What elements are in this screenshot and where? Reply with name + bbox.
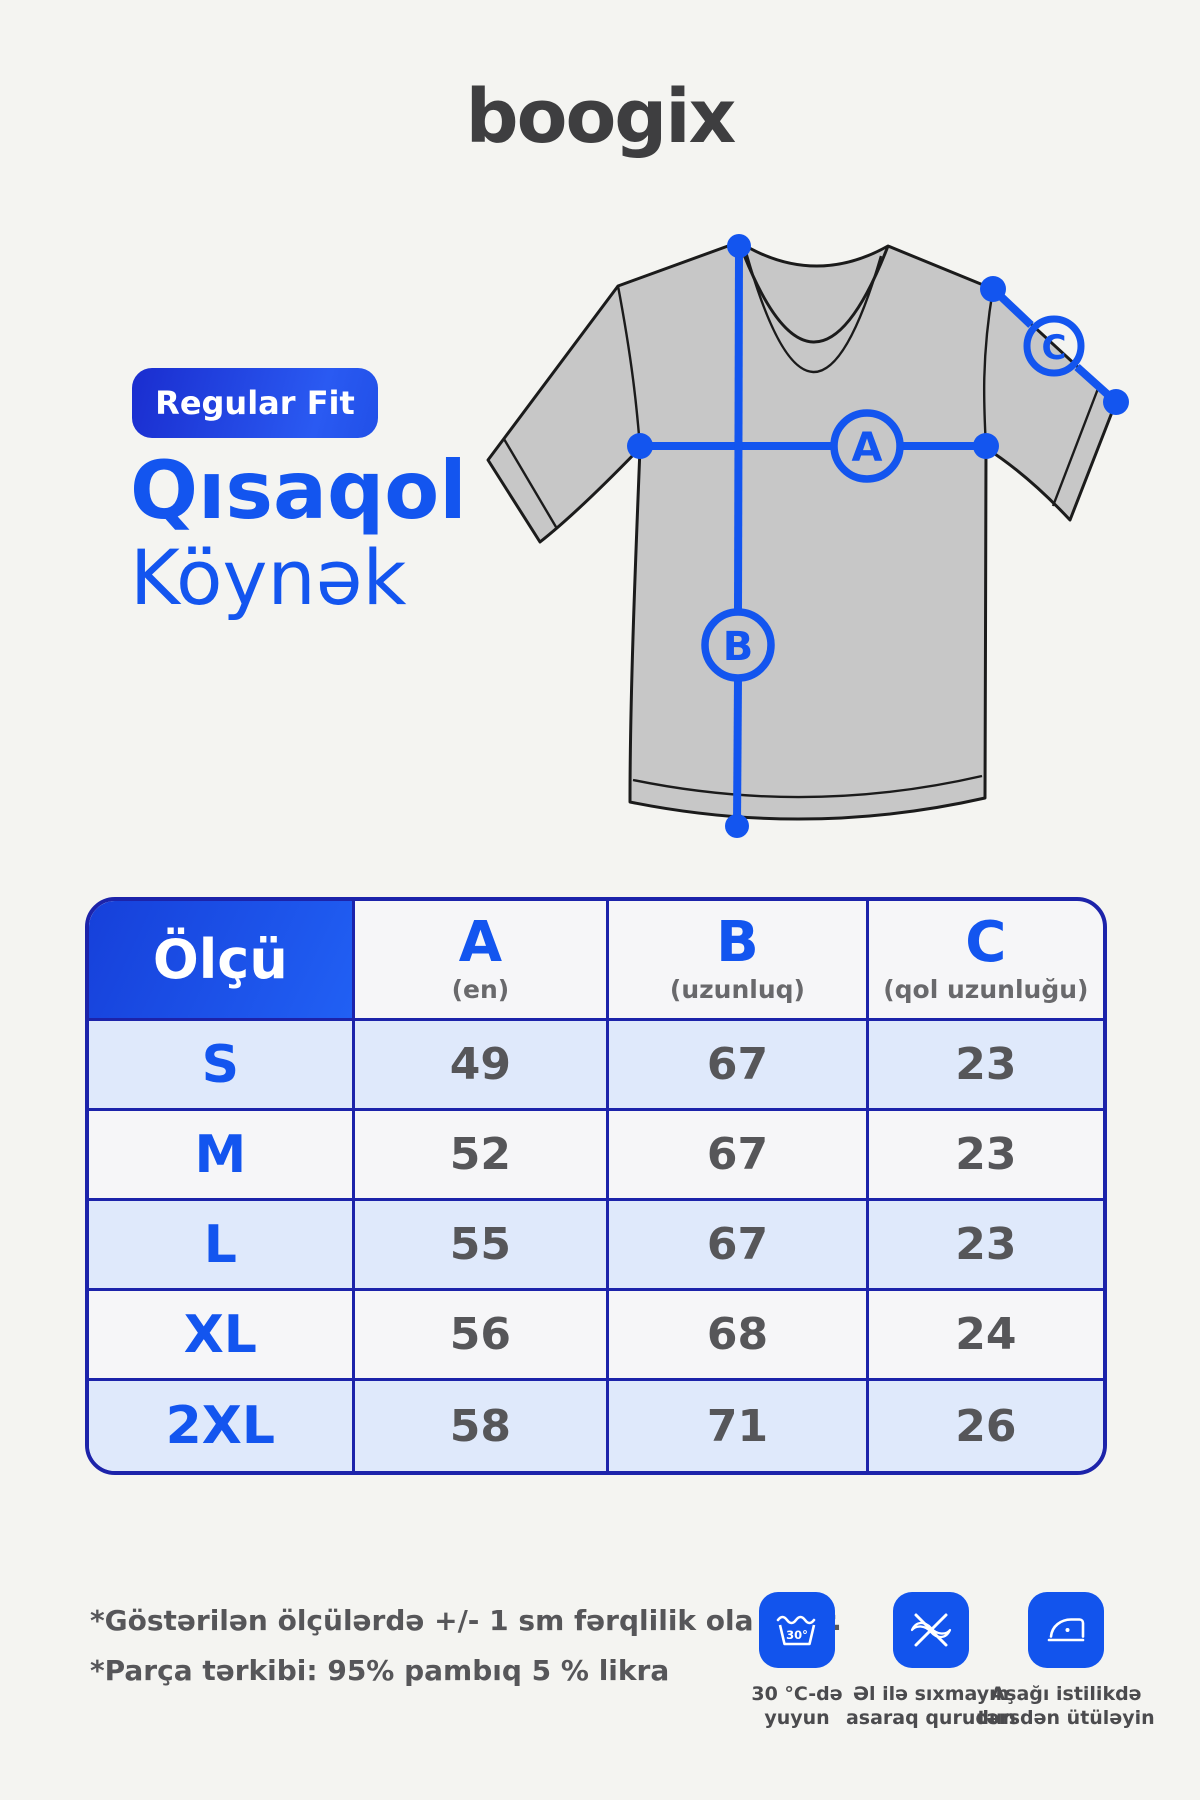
header-sub-a: (en) [451,975,510,1004]
care-item-no-wring: Əl ilə sıxmayın asaraq qurudun [843,1592,1019,1730]
diagram-label-b: B [723,624,754,670]
row-xl-b: 68 [609,1291,869,1381]
row-xl-a: 56 [354,1291,610,1381]
care-label-iron: Aşağı istilikdə tərsdən ütüləyin [977,1683,1155,1729]
row-l-c: 23 [868,1201,1103,1291]
row-m-c: 23 [868,1111,1103,1201]
care-item-iron: Aşağı istilikdə tərsdən ütüləyin [977,1592,1155,1730]
brand-logo: boogix [465,74,737,160]
wash-temp-label: 30° [786,1628,808,1642]
iron-low-icon [1028,1592,1104,1668]
row-xl-c: 24 [868,1291,1103,1381]
measurement-lines [640,249,1119,825]
care-label-no-wring: Əl ilə sıxmayın asaraq qurudun [845,1683,1017,1729]
footnotes: *Göstərilən ölçülərdə +/- 1 sm fərqlilik… [90,1596,842,1696]
tshirt-outline-icon [486,240,1118,821]
diagram-label-c: C [1042,328,1067,368]
no-wring-icon [893,1592,969,1668]
care-label-wash: 30 °C-də yuyun [751,1683,843,1729]
header-sub-b: (uzunluq) [669,975,805,1004]
size-table: Ölçü A (en) B (uzunluq) C (qol uzunluğu)… [85,897,1107,1475]
footnote-fabric: *Parça tərkibi: 95% pambıq 5 % likra [90,1654,670,1687]
measurement-dots [627,234,1129,838]
row-2xl-b: 71 [609,1381,869,1471]
header-sub-c: (qol uzunluğu) [883,975,1089,1004]
row-s-c: 23 [868,1021,1103,1111]
row-l-a: 55 [354,1201,610,1291]
row-m-a: 52 [354,1111,610,1201]
product-title-line1: Qısaqol [130,444,467,537]
fit-badge: Regular Fit [132,368,378,438]
wash-30-icon: 30° [759,1592,835,1668]
row-s-a: 49 [354,1021,610,1111]
table-header-a: A (en) [354,901,610,1021]
row-l-size: L [89,1201,355,1291]
row-2xl-a: 58 [354,1381,610,1471]
row-s-b: 67 [609,1021,869,1111]
table-header-b: B (uzunluq) [609,901,869,1021]
row-m-size: M [89,1111,355,1201]
diagram-label-a: A [852,425,883,471]
row-l-b: 67 [609,1201,869,1291]
table-header-c: C (qol uzunluğu) [868,901,1103,1021]
row-m-b: 67 [609,1111,869,1201]
table-header-size: Ölçü [89,901,355,1021]
header-letter-c: C [965,910,1007,975]
row-s-size: S [89,1021,355,1111]
row-2xl-size: 2XL [89,1381,355,1471]
header-letter-b: B [716,910,759,975]
care-item-wash: 30° 30 °C-də yuyun [709,1592,885,1730]
footnote-tolerance: *Göstərilən ölçülərdə +/- 1 sm fərqlilik… [90,1604,842,1637]
fit-badge-label: Regular Fit [155,384,355,422]
row-2xl-c: 26 [868,1381,1103,1471]
product-title-line2: Köynək [130,533,407,622]
header-letter-a: A [458,910,503,975]
tshirt-measurement-diagram: A B C [486,234,1129,838]
row-xl-size: XL [89,1291,355,1381]
